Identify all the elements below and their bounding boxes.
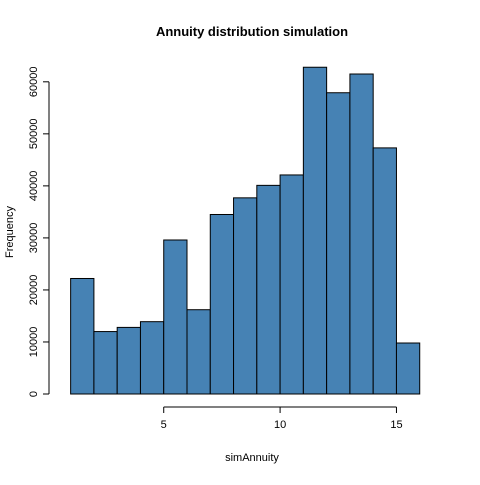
y-tick-label: 40000 xyxy=(28,171,40,202)
histogram-bar-6 xyxy=(186,309,211,395)
x-tick-label: 10 xyxy=(274,419,286,431)
y-tick-label: 60000 xyxy=(28,67,40,98)
histogram-bar-8 xyxy=(233,197,258,395)
histogram-bar-13 xyxy=(349,73,374,395)
histogram-bar-1 xyxy=(70,277,95,395)
histogram-bar-7 xyxy=(209,213,235,395)
x-axis-label: simAnnuity xyxy=(225,452,279,464)
y-tick-label: 30000 xyxy=(28,223,40,254)
x-tick-label: 15 xyxy=(390,419,402,431)
histogram-bar-10 xyxy=(279,174,304,395)
histogram-bar-15 xyxy=(395,342,421,395)
bars-layer xyxy=(70,66,421,395)
y-tick-label: 10000 xyxy=(28,327,40,358)
histogram-bar-5 xyxy=(163,239,188,395)
histogram-bar-14 xyxy=(372,147,397,395)
y-tick-label: 50000 xyxy=(28,119,40,150)
histogram-bar-9 xyxy=(256,184,281,395)
histogram-bar-4 xyxy=(139,321,165,395)
histogram-bar-2 xyxy=(93,331,118,395)
x-axis: 5 10 15 xyxy=(161,406,403,431)
y-axis-label: Frequency xyxy=(4,206,16,258)
histogram-bar-12 xyxy=(326,92,351,395)
y-tick-label: 20000 xyxy=(28,275,40,306)
histogram-bar-3 xyxy=(116,326,141,395)
chart-title: Annuity distribution simulation xyxy=(156,24,348,39)
x-tick-label: 5 xyxy=(161,419,167,431)
histogram-bar-11 xyxy=(302,66,328,395)
y-axis: 0 10000 20000 30000 40000 50000 60000 xyxy=(28,67,50,397)
y-tick-label: 0 xyxy=(28,391,40,397)
